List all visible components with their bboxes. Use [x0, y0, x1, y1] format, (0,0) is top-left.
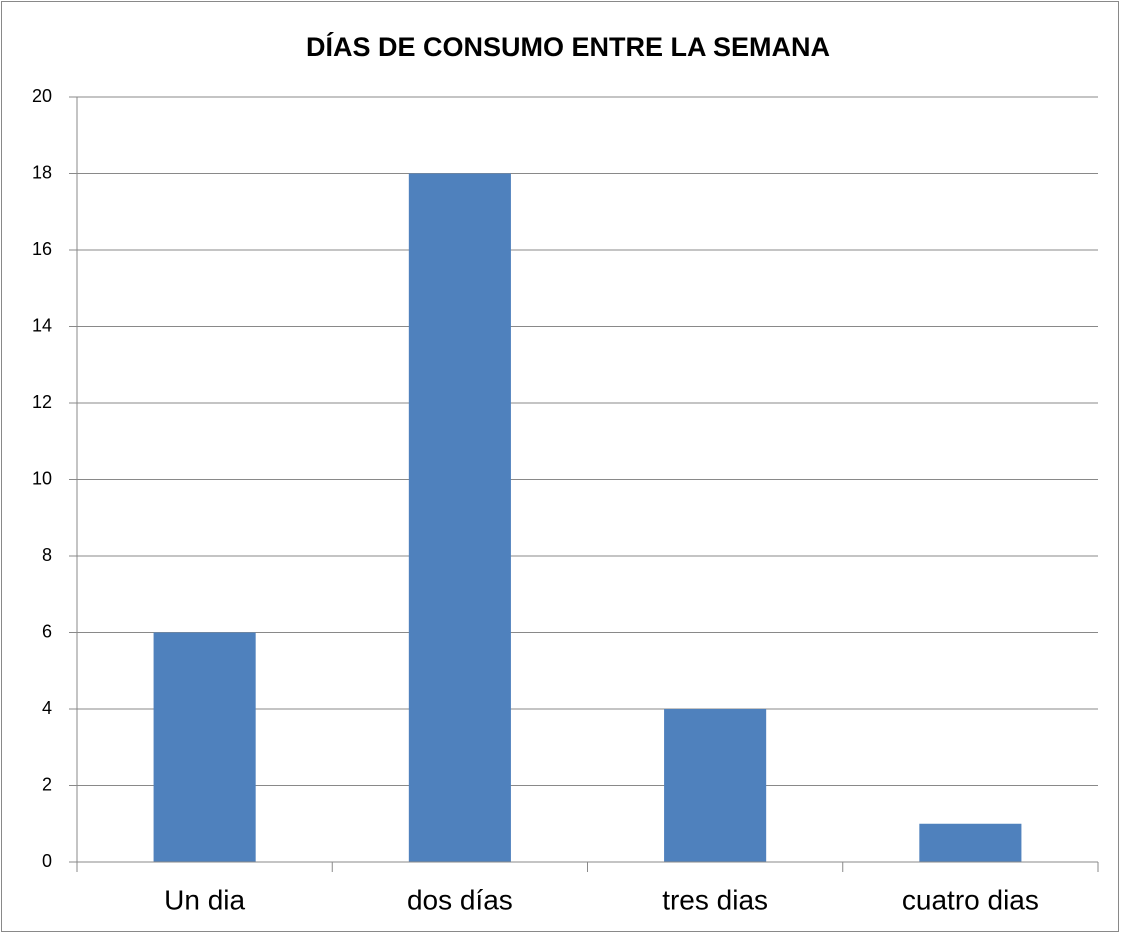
x-tick-label: dos días [407, 884, 513, 915]
chart-title: DÍAS DE CONSUMO ENTRE LA SEMANA [306, 31, 830, 62]
y-tick-label: 12 [32, 392, 52, 412]
bar [408, 173, 511, 862]
bar [919, 823, 1022, 862]
y-tick-label: 16 [32, 239, 52, 259]
y-tick-label: 2 [42, 774, 52, 794]
x-tick-label: tres dias [662, 884, 768, 915]
y-tick-label: 8 [42, 545, 52, 565]
y-tick-label: 10 [32, 468, 52, 488]
y-tick-label: 18 [32, 162, 52, 182]
y-tick-label: 20 [32, 86, 52, 106]
y-tick-label: 14 [32, 315, 52, 335]
y-tick-label: 6 [42, 621, 52, 641]
x-tick-label: cuatro dias [902, 884, 1039, 915]
bar [153, 632, 256, 862]
bar [664, 709, 767, 862]
y-tick-label: 0 [42, 851, 52, 871]
x-tick-label: Un dia [164, 884, 245, 915]
y-tick-label: 4 [42, 698, 52, 718]
